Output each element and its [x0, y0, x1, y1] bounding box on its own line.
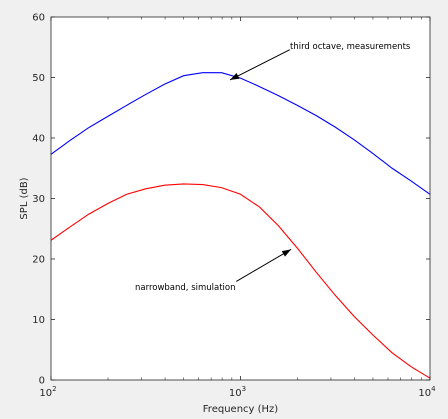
plot-area: [51, 17, 430, 380]
x-axis-label: Frequency (Hz): [203, 404, 279, 415]
x-tick-label: 102: [39, 385, 56, 399]
annotation-text-simulation: narrowband, simulation: [135, 283, 236, 293]
annotation-arrow-simulation-head: [281, 249, 292, 257]
series-line-2: [50, 183, 431, 379]
x-tick-label: 103: [229, 385, 246, 399]
annotation-arrow-measurements-head: [229, 73, 240, 80]
y-tick-label: 60: [32, 13, 45, 24]
y-axis-label: SPL (dB): [19, 177, 30, 219]
annotation-arrow-simulation-shaft: [236, 248, 292, 282]
y-tick-label: 50: [32, 73, 45, 84]
y-tick-label: 0: [39, 376, 45, 387]
y-tick-label: 30: [32, 194, 45, 205]
annotation-text-measurements: third octave, measurements: [290, 42, 411, 52]
y-tick-label: 10: [32, 315, 45, 326]
series-line-1: [50, 72, 431, 195]
x-tick-label: 104: [418, 385, 436, 399]
annotation-arrow-measurements-shaft: [229, 49, 291, 81]
y-tick-label: 20: [32, 255, 45, 266]
y-tick-label: 40: [32, 134, 45, 145]
